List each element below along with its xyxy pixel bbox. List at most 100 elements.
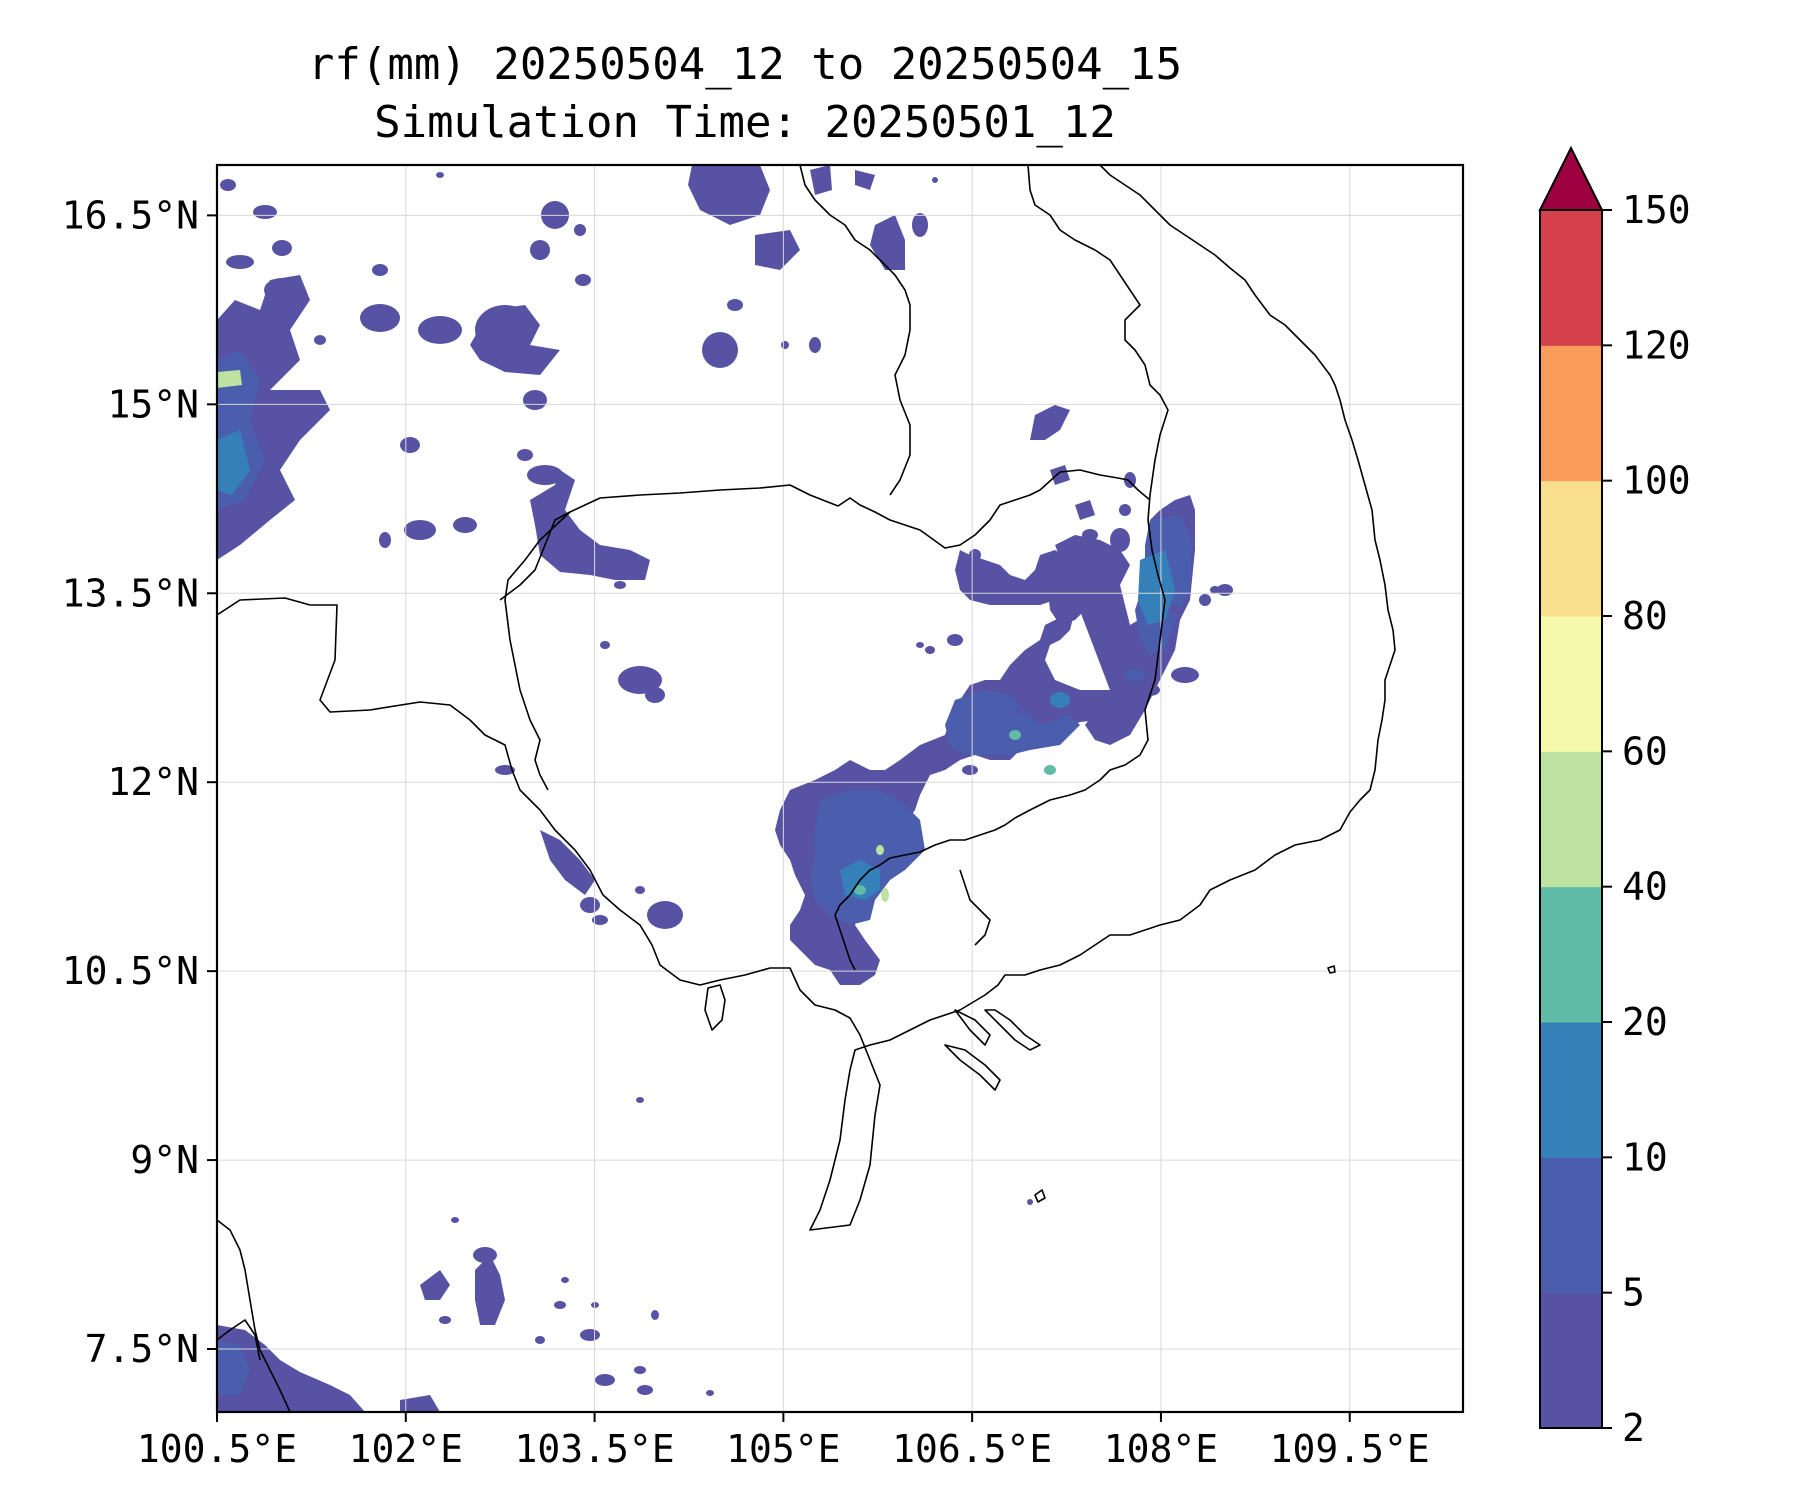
coastline-malay-peninsula — [217, 1219, 291, 1412]
rain-area — [688, 165, 770, 225]
lon-tick-label: 105°E — [726, 1427, 840, 1471]
rain-cell — [554, 1301, 566, 1309]
rain-cell — [372, 264, 388, 276]
coastlines-and-borders — [217, 165, 1396, 1412]
colorbar-tick-label: 2 — [1622, 1406, 1645, 1450]
rain-cell — [453, 517, 477, 533]
rain-area — [540, 830, 595, 895]
rainfall-field — [217, 165, 1233, 1412]
lat-tick-label: 7.5°N — [85, 1327, 199, 1371]
coastline-thailand-cambodia-vietnam — [217, 165, 1396, 1231]
rain-cell — [404, 520, 436, 540]
rain-cell — [595, 1374, 615, 1386]
rain-cell — [264, 278, 300, 302]
rain-cell — [418, 316, 462, 344]
border-cambodia-west — [504, 511, 571, 791]
colorbar-segment — [1540, 751, 1602, 888]
rain-cell — [226, 255, 254, 269]
lat-tick-label: 16.5°N — [62, 193, 199, 237]
rain-cell — [495, 765, 515, 775]
map-frame — [215, 163, 1465, 1414]
border-laos-thailand — [799, 165, 911, 496]
rain-cell — [932, 177, 938, 183]
rain-cell — [600, 641, 610, 649]
rain-cell — [1125, 669, 1145, 681]
rain-cell — [580, 1329, 600, 1341]
colorbar-tick-label: 60 — [1622, 729, 1668, 773]
lat-tick-label: 12°N — [107, 760, 199, 804]
rain-area — [755, 230, 800, 270]
chart-title: rf(mm) 20250504_12 to 20250504_15 — [307, 39, 1183, 90]
colorbar-tick-label: 80 — [1622, 594, 1668, 638]
rain-cell — [1199, 594, 1211, 606]
lon-tick-label: 102°E — [349, 1427, 463, 1471]
colorbar-segment — [1540, 616, 1602, 752]
rain-cell — [635, 886, 645, 894]
rain-cell — [618, 666, 662, 694]
border-cambodia-vietnam-south — [834, 824, 1006, 971]
rain-cell — [360, 304, 400, 332]
phu-quy-island — [1327, 965, 1336, 974]
rain-area — [217, 1340, 250, 1395]
colorbar-segment — [1540, 210, 1602, 346]
colorbar: 2 5 10 20 40 60 80 100 120 150 — [1538, 145, 1691, 1450]
rain-cell — [473, 1247, 497, 1263]
border-laos-vietnam — [1004, 165, 1169, 826]
colorbar-segment — [1540, 345, 1602, 482]
map-area — [217, 165, 1463, 1412]
rain-area — [870, 215, 905, 270]
rain-cell — [561, 1277, 569, 1283]
rain-area — [1080, 540, 1110, 565]
lon-tick-label: 106.5°E — [892, 1427, 1052, 1471]
rain-cell — [809, 337, 821, 353]
colorbar-segment — [1540, 1292, 1602, 1429]
coastline-peninsula-inner — [217, 1319, 261, 1361]
rain-cell — [439, 1316, 451, 1324]
rain-cell — [220, 179, 236, 191]
rain-cell — [1050, 692, 1070, 708]
rain-cell — [451, 1217, 459, 1223]
colorbar-tick-label: 20 — [1622, 1000, 1668, 1044]
rain-cell — [634, 1366, 646, 1374]
rain-cell — [876, 845, 884, 855]
rain-cell — [1171, 667, 1199, 683]
rain-cell — [592, 915, 608, 925]
rain-cell — [436, 172, 444, 178]
rain-area — [400, 1395, 440, 1412]
rain-cell — [580, 897, 600, 913]
rain-cell — [400, 437, 420, 453]
rain-cell — [1082, 529, 1098, 541]
rain-cell — [999, 574, 1011, 586]
phu-quoc-island — [704, 984, 726, 1031]
rain-cell — [1140, 684, 1160, 696]
lon-tick-label: 100.5°E — [137, 1427, 297, 1471]
rain-area — [945, 690, 1080, 755]
rain-cell — [523, 390, 547, 410]
rain-cell — [881, 888, 889, 902]
colorbar-tick-label: 150 — [1622, 188, 1691, 232]
lat-tick-label: 9°N — [130, 1138, 199, 1182]
rain-area — [810, 165, 832, 195]
colorbar-segment — [1540, 1022, 1602, 1158]
rain-area — [420, 1270, 450, 1300]
lat-tick-label: 15°N — [107, 382, 199, 426]
lon-tick-label: 108°E — [1104, 1427, 1218, 1471]
colorbar-tick-label: 10 — [1622, 1135, 1668, 1179]
colorbar-tick-label: 120 — [1622, 323, 1691, 367]
colorbar-tick-label: 100 — [1622, 459, 1691, 503]
lon-tick-label: 109.5°E — [1270, 1427, 1430, 1471]
colorbar-segment — [1540, 886, 1602, 1023]
rain-area — [530, 470, 650, 580]
rain-cell — [314, 335, 326, 345]
rain-cell — [1217, 584, 1233, 596]
rain-cell — [637, 1385, 653, 1395]
rain-cell — [574, 224, 586, 236]
border-cambodia-north — [499, 469, 1151, 601]
lat-tick-label: 13.5°N — [62, 571, 199, 615]
rain-cell — [947, 634, 963, 646]
rain-cell — [1110, 528, 1130, 552]
rain-cell — [702, 332, 738, 368]
colorbar-segment — [1540, 1157, 1602, 1294]
rain-cell — [253, 205, 277, 219]
